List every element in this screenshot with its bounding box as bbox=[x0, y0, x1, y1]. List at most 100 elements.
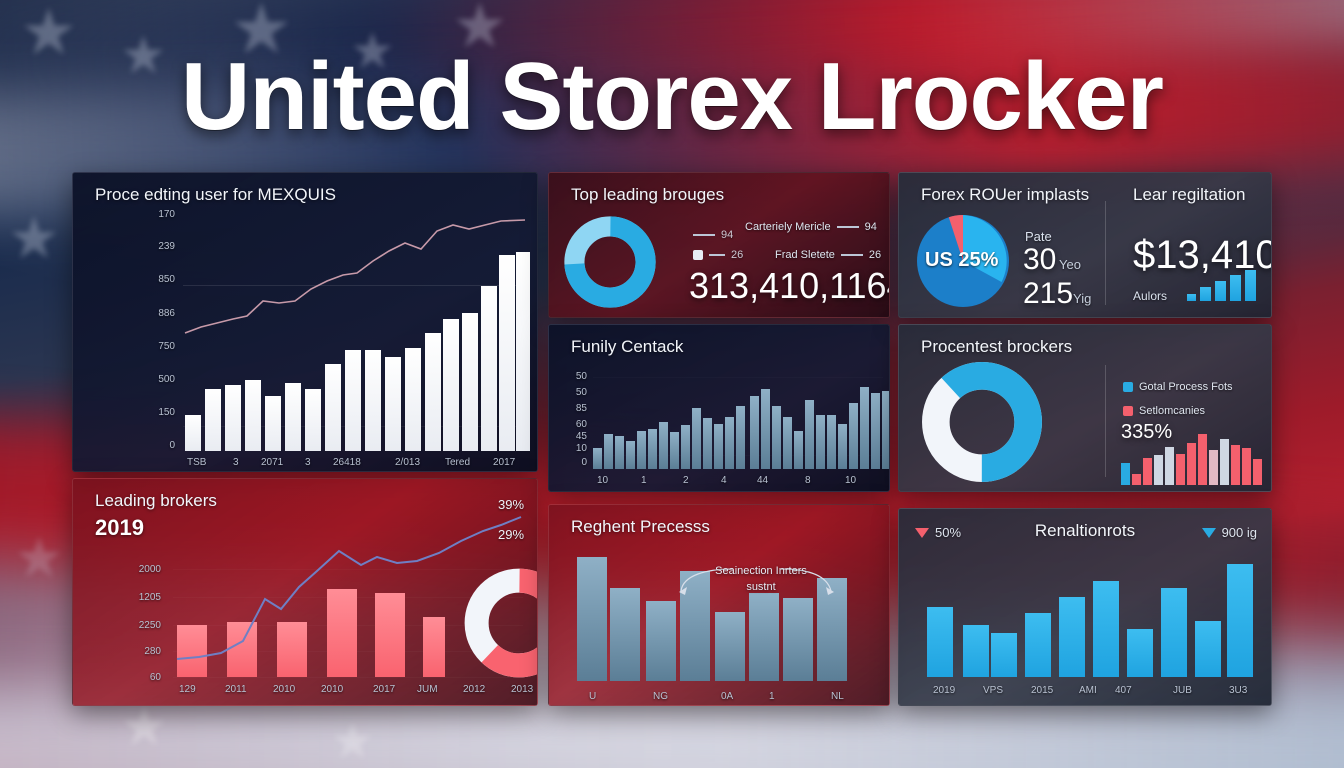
y-tick: 60 bbox=[149, 672, 161, 683]
panel-title-funily-centack: Funily Centack bbox=[571, 337, 684, 356]
panel-title-lear-regiltation: Lear regiltation bbox=[1133, 185, 1246, 204]
bar-group-leading-brokers bbox=[177, 559, 445, 677]
legend-value-right: 26 bbox=[868, 249, 882, 261]
legend-item-carteriely: 94 bbox=[693, 229, 733, 241]
legend-swatch-line bbox=[840, 254, 863, 256]
y-tick: 500 bbox=[158, 374, 175, 385]
x-tick: 44 bbox=[757, 475, 769, 486]
x-tick: 8 bbox=[805, 475, 811, 486]
y-tick: 0 bbox=[169, 440, 175, 451]
triangle-down-icon bbox=[1201, 527, 1216, 538]
pie-label-us: US 25% bbox=[925, 249, 999, 271]
flag-star-icon: ★ bbox=[8, 206, 60, 271]
y-tick: 2000 bbox=[138, 564, 161, 575]
panel-divider bbox=[1105, 201, 1106, 305]
panel-leading-brokers: Leading brokers 2019 2000 1205 2250 280 … bbox=[72, 478, 538, 706]
y-tick: 50 bbox=[575, 387, 587, 398]
annotation-arrow-reghent bbox=[679, 568, 834, 595]
y-tick: 45 bbox=[575, 431, 587, 442]
panel-price-editing: Proce edting user for MEXQUIS 170 239 85… bbox=[72, 172, 538, 472]
y-tick: 85 bbox=[575, 403, 587, 414]
x-tick: 2013 bbox=[511, 684, 534, 695]
x-tick: JUM bbox=[417, 684, 438, 695]
legend-label-frad: Frad Sletete 26 bbox=[775, 249, 881, 261]
flag-star-icon: ★ bbox=[330, 713, 375, 768]
triangle-down-icon bbox=[915, 527, 929, 538]
bar-group-price bbox=[185, 237, 530, 451]
panel-title-top-leading-brouges: Top leading brouges bbox=[571, 185, 725, 204]
trend-line-leading-brokers bbox=[176, 516, 522, 660]
panel-title-reghent-precesss: Reghent Precesss bbox=[571, 517, 710, 536]
big-number-top-leading-brouges: 313,410,1164 bbox=[689, 265, 890, 306]
panel-subtitle-leading-brokers: 2019 bbox=[95, 515, 144, 540]
x-tick: 10 bbox=[597, 475, 609, 486]
bar-group-funily-centack bbox=[593, 373, 889, 469]
panel-title-forex-rollover: Forex ROUer implasts bbox=[921, 185, 1090, 204]
x-tick: 4 bbox=[721, 475, 727, 486]
panel-top-leading-brouges: Top leading brouges 94 Carteriely Mericl… bbox=[548, 172, 890, 318]
line-label-top: 39% bbox=[498, 497, 525, 512]
flag-star-icon: ★ bbox=[120, 27, 167, 85]
legend-swatch-line bbox=[836, 226, 859, 228]
line-label-bottom: 29% bbox=[498, 527, 525, 542]
panel-title-procentest-brockers: Procentest brockers bbox=[921, 337, 1073, 356]
kpi-value-secondary: 215 bbox=[1023, 277, 1074, 310]
y-tick: 150 bbox=[158, 407, 175, 418]
x-tick: 2/013 bbox=[395, 457, 421, 468]
donut-procentest-brockers bbox=[922, 362, 1042, 482]
x-tick: NL bbox=[831, 691, 844, 702]
legend-item-setlomcanies: Setlomcanies bbox=[1123, 405, 1205, 417]
footer-label-aulors: Aulors bbox=[1133, 289, 1168, 303]
legend-text: Frad Sletete bbox=[775, 249, 835, 261]
flag-star-icon: ★ bbox=[350, 23, 395, 79]
x-tick: NG bbox=[653, 691, 668, 702]
page-title: United Storex Lrocker bbox=[181, 43, 1164, 150]
panel-reghent-precesss: Reghent Precesss Seainection Inrters sus… bbox=[548, 504, 890, 706]
x-tick: 2010 bbox=[273, 684, 296, 695]
kpi-value-pate: 30 bbox=[1023, 243, 1057, 276]
legend-swatch-line bbox=[693, 234, 715, 236]
value-procentest-brockers: 335% bbox=[1121, 421, 1173, 443]
x-tick: 1 bbox=[641, 475, 647, 486]
panel-funily-centack: Funily Centack 50 50 85 60 45 10 0 bbox=[548, 324, 890, 492]
legend-swatch-blue bbox=[1123, 382, 1133, 392]
flag-star-icon: ★ bbox=[20, 0, 78, 68]
y-tick: 750 bbox=[158, 341, 175, 352]
x-tick: 3U3 bbox=[1229, 685, 1248, 696]
legend-swatch-square bbox=[693, 250, 703, 260]
panel-procentest-brockers: Procentest brockers Gotal Process Fots S… bbox=[898, 324, 1272, 492]
x-tick: 2017 bbox=[373, 684, 396, 695]
badge-left-value: 50% bbox=[935, 525, 962, 540]
flag-star-icon: ★ bbox=[120, 697, 169, 757]
legend-swatch-red bbox=[1123, 406, 1133, 416]
x-tick: 1 bbox=[769, 691, 775, 702]
y-tick: 886 bbox=[158, 308, 175, 319]
legend-value: 94 bbox=[721, 229, 734, 241]
legend-item-frad: 26 bbox=[693, 249, 743, 261]
x-tick: TSB bbox=[187, 457, 207, 468]
x-tick: U bbox=[589, 691, 597, 702]
badge-decline-right[interactable]: 900 ig bbox=[1201, 525, 1257, 540]
legend-text: Gotal Process Fots bbox=[1139, 381, 1233, 393]
bar-group-reghent bbox=[577, 557, 867, 681]
y-tick: 850 bbox=[158, 274, 175, 285]
badge-decline-left[interactable]: 50% bbox=[915, 525, 961, 540]
sparkline-procentest-brockers bbox=[1121, 433, 1262, 485]
y-tick: 10 bbox=[575, 443, 587, 454]
legend-label-carteriely: Carteriely Mericle 94 bbox=[745, 221, 877, 233]
y-tick: 60 bbox=[575, 419, 587, 430]
donut-leading-brokers bbox=[464, 568, 537, 678]
x-tick: 3 bbox=[305, 457, 311, 468]
x-tick: 26418 bbox=[333, 457, 361, 468]
y-tick: 0 bbox=[581, 457, 587, 468]
panel-divider bbox=[1105, 365, 1106, 477]
x-tick: 0A bbox=[721, 691, 734, 702]
x-tick: 2017 bbox=[493, 457, 516, 468]
x-tick: VPS bbox=[983, 685, 1004, 696]
annotation-line-2: sustnt bbox=[746, 581, 776, 593]
annotation-line-1: Seainection Inrters bbox=[715, 565, 807, 577]
flag-star-icon: ★ bbox=[452, 0, 508, 61]
donut-top-leading-brouges bbox=[564, 216, 656, 308]
badge-right-value: 900 ig bbox=[1221, 525, 1257, 540]
x-tick: JUB bbox=[1173, 685, 1192, 696]
